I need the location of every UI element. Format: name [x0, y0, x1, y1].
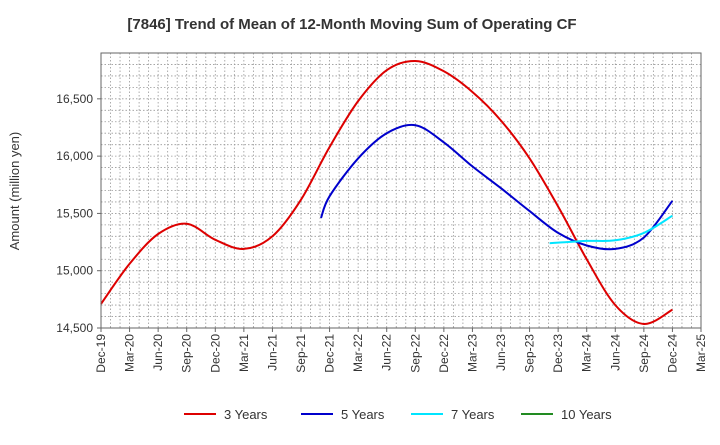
legend-label-10-years: 10 Years	[561, 407, 612, 422]
y-tick-label: 16,500	[56, 92, 93, 106]
plot-area-frame	[100, 52, 702, 329]
x-tick-label: Dec-24	[665, 334, 679, 373]
legend: 3 Years 5 Years 7 Years 10 Years	[184, 407, 612, 422]
series-line-7-years	[549, 214, 673, 245]
y-tick-label: 16,000	[56, 149, 93, 163]
x-tick-label: Jun-21	[265, 334, 279, 371]
x-tick-label: Dec-22	[437, 334, 451, 373]
legend-label-5-years: 5 Years	[341, 407, 385, 422]
x-tick-label: Jun-20	[151, 334, 165, 371]
x-tick-label: Mar-22	[351, 334, 365, 372]
legend-label-7-years: 7 Years	[451, 407, 495, 422]
x-tick-label: Mar-21	[237, 334, 251, 372]
series-line-5-years	[320, 123, 674, 251]
x-tick-label: Dec-20	[208, 334, 222, 373]
x-tick-label: Jun-23	[494, 334, 508, 371]
series-line-3-years	[100, 59, 673, 325]
x-tick-label: Dec-23	[551, 334, 565, 373]
y-tick-label: 15,000	[56, 264, 93, 278]
x-tick-label: Sep-24	[637, 334, 651, 373]
x-tick-label: Sep-22	[408, 334, 422, 373]
x-tick-label: Sep-21	[294, 334, 308, 373]
x-tick-label: Jun-22	[380, 334, 394, 371]
y-axis-label: Amount (million yen)	[7, 132, 22, 251]
chart-title: [7846] Trend of Mean of 12-Month Moving …	[127, 16, 576, 33]
x-tick-label: Sep-20	[180, 334, 194, 373]
grid-lines	[101, 53, 701, 328]
x-tick-label: Sep-23	[523, 334, 537, 373]
x-tick-label: Mar-20	[123, 334, 137, 372]
y-tick-label: 15,500	[56, 206, 93, 220]
x-tick-label: Dec-19	[94, 334, 108, 373]
y-tick-label: 14,500	[56, 321, 93, 335]
x-tick-label: Jun-24	[608, 334, 622, 371]
legend-label-3-years: 3 Years	[224, 407, 268, 422]
series-lines	[100, 59, 674, 325]
axis-ticks: 14,500 15,000 15,500 16,000 16,500 Dec-19 Mar-…	[56, 92, 708, 373]
x-tick-label: Mar-24	[580, 334, 594, 372]
x-tick-label: Dec-21	[323, 334, 337, 373]
x-tick-label: Mar-25	[694, 334, 708, 372]
x-tick-label: Mar-23	[465, 334, 479, 372]
